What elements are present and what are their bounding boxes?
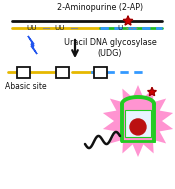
Bar bbox=[16, 67, 30, 77]
Polygon shape bbox=[28, 36, 37, 54]
Bar bbox=[125, 110, 151, 137]
Bar bbox=[55, 67, 68, 77]
Text: UU: UU bbox=[27, 25, 37, 31]
Text: Uracil DNA glycosylase
(UDG): Uracil DNA glycosylase (UDG) bbox=[64, 38, 156, 58]
Circle shape bbox=[130, 119, 146, 135]
Bar bbox=[93, 67, 107, 77]
Polygon shape bbox=[103, 85, 173, 157]
Text: Abasic site: Abasic site bbox=[5, 82, 47, 91]
Text: UU: UU bbox=[55, 25, 65, 31]
Polygon shape bbox=[123, 16, 133, 25]
Text: 2-Aminopurine (2-AP): 2-Aminopurine (2-AP) bbox=[57, 4, 143, 12]
Text: U: U bbox=[117, 25, 123, 31]
Polygon shape bbox=[148, 88, 156, 96]
